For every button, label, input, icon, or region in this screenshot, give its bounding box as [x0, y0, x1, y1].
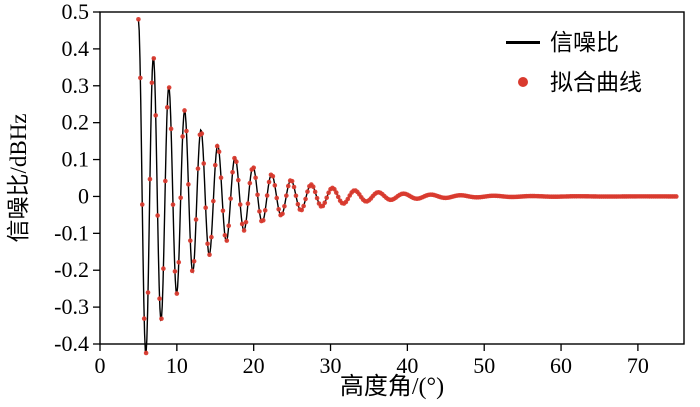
- line-swatch-icon: [506, 40, 540, 44]
- legend-label-line: 信噪比: [550, 29, 619, 55]
- legend-item-line: 信噪比: [506, 28, 642, 56]
- x-tick-label: 30: [320, 353, 342, 378]
- y-tick-label: -0.4: [54, 331, 89, 356]
- series-markers-fit: [136, 17, 679, 356]
- x-tick-label: 20: [243, 353, 265, 378]
- x-tick-label: 10: [166, 353, 188, 378]
- y-tick-label: -0.1: [54, 220, 89, 245]
- legend-label-scatter: 拟合曲线: [550, 69, 642, 95]
- y-axis-label: 信噪比/dBHz: [6, 113, 31, 242]
- x-tick-label: 40: [396, 353, 418, 378]
- x-tick-label: 60: [550, 353, 572, 378]
- y-tick-label: 0.3: [62, 73, 90, 98]
- x-tick-label: 50: [473, 353, 495, 378]
- y-tick-label: 0.5: [62, 0, 90, 24]
- y-tick-label: 0.4: [62, 36, 90, 61]
- dot-swatch-icon: [518, 77, 528, 87]
- y-tick-label: 0.2: [62, 110, 90, 135]
- x-axis-label: 高度角/(°): [340, 373, 444, 400]
- y-tick-label: 0.1: [62, 147, 90, 172]
- chart-legend: 信噪比 拟合曲线: [506, 28, 642, 96]
- y-tick-label: 0: [78, 183, 89, 208]
- x-tick-label: 70: [627, 353, 649, 378]
- legend-item-scatter: 拟合曲线: [506, 68, 642, 96]
- axes: 0 10 20 30 40 50 60 70 -0.4 -0.3 -0.2 -0.1 0 0.1 0.2 0.…: [54, 0, 685, 378]
- plot-border: [99, 11, 685, 345]
- y-tick-label: -0.2: [54, 257, 89, 282]
- series: [136, 17, 679, 356]
- y-tick-label: -0.3: [54, 294, 89, 319]
- x-tick-label: 0: [95, 353, 106, 378]
